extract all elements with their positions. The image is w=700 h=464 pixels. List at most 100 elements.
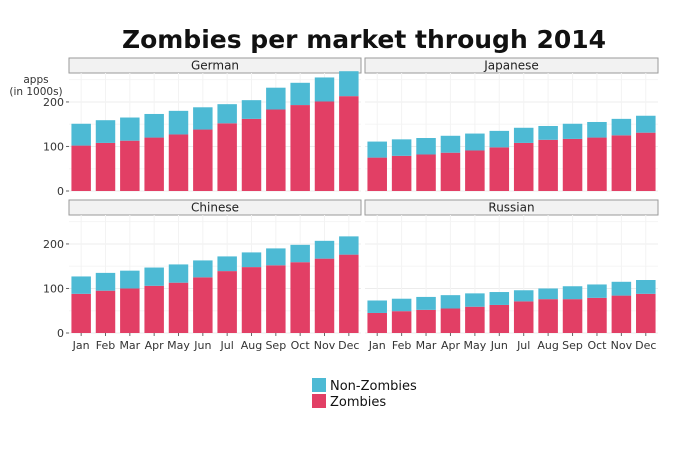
bar-zombies-mar: [416, 154, 436, 191]
facet-strip: [68, 199, 362, 216]
facet-strip-label: Russian: [488, 201, 534, 215]
bar-non-zombies-sep: [266, 87, 286, 110]
bar-non-zombies-dec: [636, 115, 656, 133]
panel-japanese: Japanese: [364, 57, 659, 192]
bar-zombies-feb: [391, 155, 412, 191]
bar-non-zombies-may: [465, 133, 485, 151]
x-tick-label: Aug: [241, 339, 262, 352]
bar-non-zombies-may: [168, 264, 189, 283]
bar-non-zombies-dec: [636, 280, 656, 294]
x-tick-label: Feb: [392, 339, 411, 352]
x-tick-label: Aug: [537, 339, 558, 352]
facet-panels: German 0 100 200 Japanese Chinese 0 100 200 Jan Fe…: [43, 57, 659, 352]
x-tick-label: Apr: [441, 339, 461, 352]
bar-zombies-oct: [290, 262, 310, 333]
bar-non-zombies-sep: [562, 123, 583, 139]
x-tick-label: Mar: [119, 339, 140, 352]
bar-zombies-nov: [314, 258, 335, 333]
chart-title: Zombies per market through 2014: [122, 25, 606, 54]
x-tick-label: Feb: [96, 339, 115, 352]
bar-zombies-jan: [367, 312, 387, 333]
bar-non-zombies-may: [168, 110, 189, 135]
bar-non-zombies-may: [465, 293, 485, 307]
bar-non-zombies-apr: [144, 113, 164, 138]
panel-german: German 0 100 200: [43, 57, 362, 198]
bar-zombies-jun: [489, 304, 510, 333]
bar-zombies-sep: [562, 299, 583, 333]
bar-zombies-aug: [241, 267, 262, 333]
bar-non-zombies-oct: [290, 82, 310, 106]
x-tick-label: Sep: [265, 339, 286, 352]
bar-zombies-aug: [538, 139, 558, 191]
bar-zombies-jan: [71, 145, 91, 191]
bar-zombies-sep: [266, 109, 286, 191]
facet-strip: [364, 199, 659, 216]
bar-zombies-mar: [120, 288, 140, 333]
y-tick-label: 200: [43, 238, 64, 251]
bar-non-zombies-jan: [71, 276, 91, 294]
bar-non-zombies-oct: [587, 284, 607, 298]
bar-non-zombies-jun: [489, 130, 510, 148]
bar-non-zombies-nov: [314, 240, 335, 259]
bar-non-zombies-sep: [266, 248, 286, 266]
x-tick-label: Jul: [220, 339, 234, 352]
bar-non-zombies-jul: [513, 127, 534, 143]
x-tick-label: Jan: [72, 339, 90, 352]
bar-non-zombies-sep: [562, 286, 583, 300]
bar-zombies-may: [168, 134, 189, 191]
bar-zombies-dec: [636, 132, 656, 191]
bar-zombies-oct: [587, 297, 607, 333]
bar-non-zombies-jan: [367, 300, 387, 313]
bar-non-zombies-apr: [440, 295, 461, 309]
bar-zombies-mar: [120, 140, 140, 191]
bar-zombies-jun: [489, 147, 510, 191]
y-axis-label: apps(in 1000s): [9, 74, 62, 98]
x-tick-label: Mar: [416, 339, 437, 352]
facet-strip: [364, 57, 659, 74]
bar-zombies-oct: [587, 137, 607, 191]
bar-non-zombies-aug: [241, 100, 262, 119]
bar-non-zombies-jan: [71, 123, 91, 146]
bar-zombies-dec: [339, 96, 359, 191]
bar-non-zombies-apr: [440, 135, 461, 153]
bar-zombies-jun: [193, 277, 213, 333]
bar-zombies-dec: [636, 293, 656, 333]
bar-non-zombies-oct: [290, 244, 310, 263]
bar-non-zombies-mar: [120, 270, 140, 289]
bar-zombies-nov: [611, 295, 632, 333]
bar-non-zombies-dec: [339, 71, 359, 97]
y-tick-label: 0: [57, 327, 64, 340]
y-tick-label: 100: [43, 140, 64, 153]
bar-non-zombies-mar: [416, 138, 436, 155]
bar-zombies-jan: [367, 157, 387, 191]
bar-zombies-jan: [71, 293, 91, 333]
bar-non-zombies-nov: [611, 118, 632, 136]
bar-zombies-may: [168, 282, 189, 333]
bar-zombies-apr: [144, 137, 164, 191]
bar-zombies-oct: [290, 105, 310, 191]
x-tick-label: Dec: [635, 339, 656, 352]
bar-zombies-jun: [193, 129, 213, 191]
bar-zombies-aug: [538, 299, 558, 333]
facet-strip-label: Chinese: [191, 201, 239, 215]
x-tick-label: Oct: [587, 339, 607, 352]
x-tick-label: Nov: [314, 339, 336, 352]
x-tick-label: Jun: [193, 339, 211, 352]
facet-strip-label: Japanese: [483, 59, 539, 73]
bar-zombies-feb: [95, 142, 116, 191]
bar-non-zombies-aug: [538, 288, 558, 300]
bar-non-zombies-dec: [339, 236, 359, 255]
bar-zombies-dec: [339, 254, 359, 333]
x-tick-label: Apr: [145, 339, 165, 352]
y-axis-label-line: apps: [23, 74, 48, 86]
bar-non-zombies-jul: [217, 256, 237, 272]
bar-zombies-jul: [513, 301, 534, 333]
x-tick-label: May: [167, 339, 190, 352]
bar-non-zombies-mar: [416, 296, 436, 310]
bar-zombies-feb: [391, 311, 412, 333]
bar-zombies-sep: [562, 138, 583, 191]
legend-swatch-non-zombies: [312, 378, 326, 392]
bar-non-zombies-aug: [538, 125, 558, 140]
y-tick-label: 0: [57, 185, 64, 198]
